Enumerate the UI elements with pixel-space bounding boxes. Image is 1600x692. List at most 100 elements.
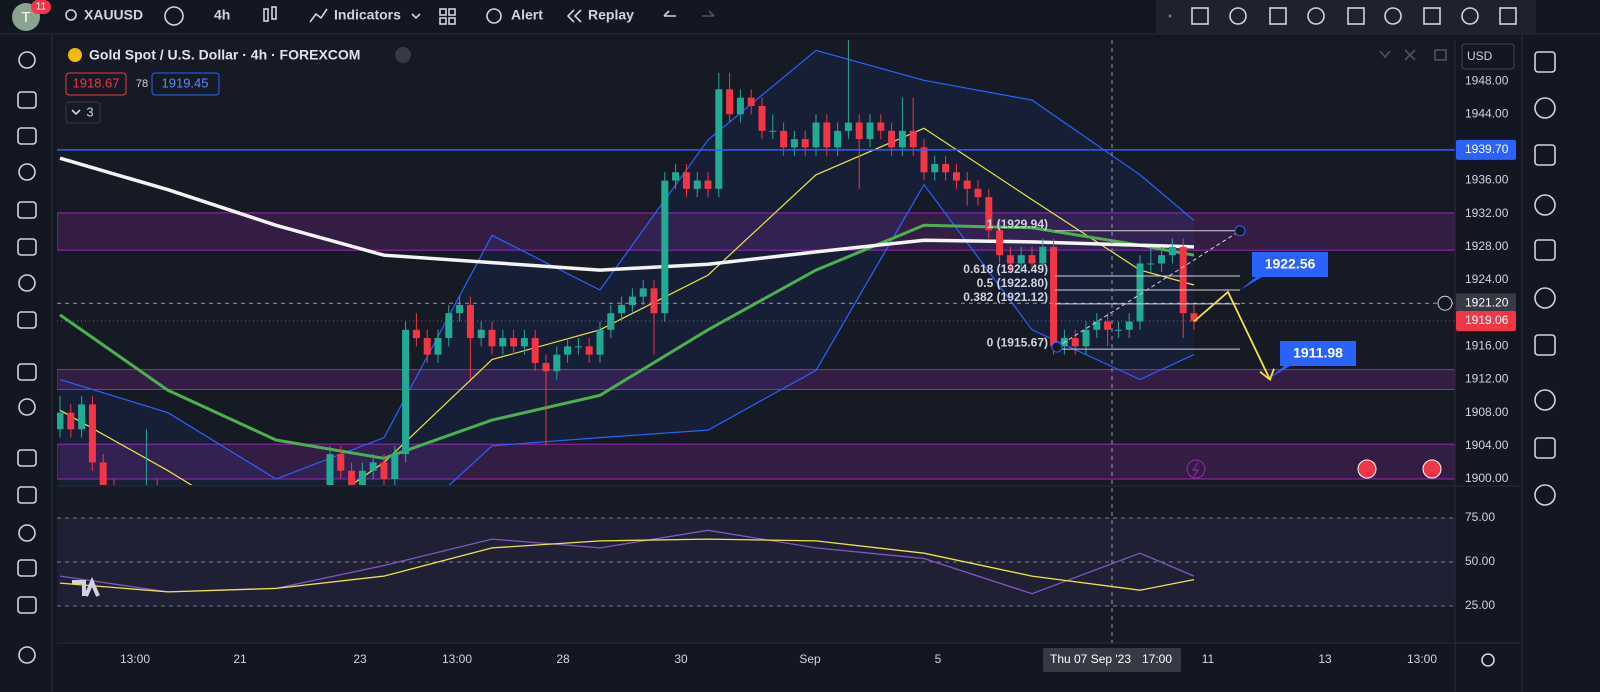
sidebar-icon[interactable] [1534, 437, 1556, 459]
legend-menu[interactable] [395, 47, 411, 63]
sidebar-icon[interactable] [1534, 334, 1556, 356]
indicator-count: 3 [86, 104, 93, 119]
event-bolt [1192, 462, 1199, 477]
event-icon[interactable] [1186, 459, 1206, 479]
candle-body [1158, 255, 1166, 264]
tool-icon[interactable] [17, 363, 37, 381]
price-badge-label: 1919.06 [1465, 313, 1509, 327]
tool-icon[interactable] [17, 91, 37, 109]
add-alert[interactable] [1437, 295, 1453, 311]
candle-body [985, 197, 993, 231]
tool-icon[interactable] [17, 559, 37, 577]
draw-tool[interactable] [1191, 7, 1209, 25]
candle-body [585, 346, 593, 355]
candle-body [812, 122, 820, 148]
candle-body [574, 346, 582, 348]
alert-button[interactable]: Alert [511, 7, 543, 23]
layout-icon[interactable] [439, 8, 447, 16]
ask-box[interactable] [151, 72, 220, 96]
price-tick-label: 1944.00 [1465, 106, 1509, 120]
event-flag[interactable] [1422, 459, 1442, 479]
search-icon[interactable] [65, 9, 77, 21]
sidebar-icon[interactable] [1534, 97, 1556, 119]
sidebar-icon[interactable] [1534, 51, 1556, 73]
draw-tool[interactable] [1229, 7, 1247, 25]
redo[interactable] [702, 10, 715, 17]
badge [31, 0, 51, 14]
symbol[interactable]: XAUUSD [84, 7, 143, 23]
tool-icon[interactable] [18, 646, 36, 664]
maximize[interactable] [1434, 49, 1447, 61]
replay-button[interactable]: Replay [588, 7, 634, 23]
indicators-icon[interactable] [309, 8, 328, 23]
candle-body [639, 288, 647, 297]
tool-icon[interactable] [17, 449, 37, 467]
candle-body [844, 122, 852, 131]
tool-icon[interactable] [18, 274, 36, 292]
candle-body [952, 172, 960, 181]
candle-body [499, 338, 507, 347]
candle-body [877, 122, 885, 131]
sidebar-icon[interactable] [1534, 484, 1556, 506]
pane-controls[interactable] [1379, 49, 1416, 61]
add-symbol[interactable] [164, 6, 184, 26]
draw-tool[interactable] [1307, 7, 1325, 25]
draw-tool[interactable] [1423, 7, 1441, 25]
sidebar-icon[interactable] [1534, 239, 1556, 261]
tool-icon[interactable] [18, 398, 36, 416]
candle-body [326, 454, 334, 485]
candle-body [866, 122, 874, 140]
chart-type[interactable] [263, 8, 269, 22]
cursor-time: 17:00 [1142, 652, 1172, 666]
bid: 1918.67 [73, 75, 120, 90]
indicators-button[interactable]: Indicators [334, 7, 401, 23]
sidebar-icon[interactable] [1534, 144, 1556, 166]
candle-body [823, 122, 831, 148]
tool-icon[interactable] [18, 51, 36, 69]
tool-icon[interactable] [17, 127, 37, 145]
candle-body [1028, 255, 1036, 264]
sidebar-icon[interactable] [1534, 287, 1556, 309]
tool-icon[interactable] [18, 524, 36, 542]
draw-tool[interactable] [1461, 7, 1479, 25]
candle-body [1136, 263, 1144, 322]
tool-icon[interactable] [18, 163, 36, 181]
draw-tool[interactable] [1499, 7, 1517, 25]
tool-icon[interactable] [17, 311, 37, 329]
candle-body [1082, 329, 1090, 347]
candle-body [391, 454, 399, 479]
draw-tool[interactable] [1347, 7, 1365, 25]
bid-box[interactable] [65, 72, 127, 96]
time-label: 13:00 [442, 652, 472, 666]
indicator-toggle[interactable] [65, 101, 101, 124]
candle-body [682, 172, 690, 189]
candle-body [618, 304, 626, 314]
undo[interactable] [663, 10, 676, 17]
settings[interactable] [1481, 653, 1495, 667]
candle-body [358, 470, 366, 485]
candle-body [715, 89, 723, 189]
interval[interactable]: 4h [214, 7, 230, 23]
replay-icon[interactable] [566, 9, 582, 23]
candle-body [855, 122, 863, 140]
tool-icon[interactable] [17, 596, 37, 614]
event-flag[interactable] [1357, 459, 1377, 479]
draw-tool[interactable] [1384, 7, 1402, 25]
chevron[interactable] [411, 13, 421, 20]
candle-body [466, 304, 474, 339]
alert-icon[interactable] [486, 8, 502, 24]
candle-body [488, 329, 496, 347]
candle-body [456, 304, 464, 314]
tool-icon[interactable] [17, 486, 37, 504]
tool-icon[interactable] [17, 238, 37, 256]
chart-bg [57, 40, 1455, 642]
indicator-line [59, 223, 1195, 460]
candle-body [510, 338, 518, 347]
draw-tool[interactable] [1269, 7, 1287, 25]
price-tick-label: 1900.00 [1465, 471, 1509, 485]
tool-icon[interactable] [17, 201, 37, 219]
currency-box[interactable] [1461, 43, 1515, 70]
sidebar-icon[interactable] [1534, 389, 1556, 411]
candle-body [769, 130, 777, 132]
sidebar-icon[interactable] [1534, 194, 1556, 216]
